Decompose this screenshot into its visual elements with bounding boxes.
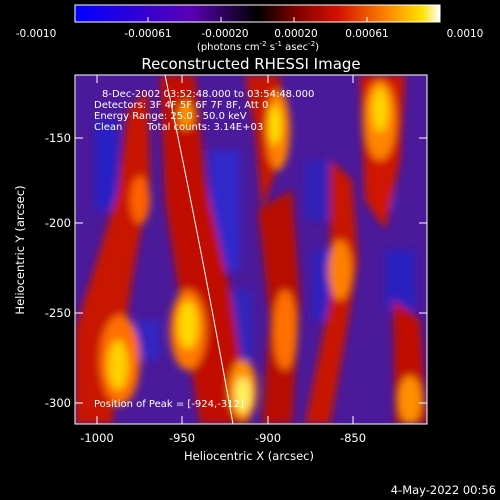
clean-label: Clean: [94, 122, 122, 133]
x-tick-label: -1000: [80, 431, 113, 445]
x-axis-label: Heliocentric X (arcsec): [184, 449, 314, 463]
total-counts-label: Total counts: 3.14E+03: [146, 122, 263, 133]
time-range-label: 8-Dec-2002 03:52:48.000 to 03:54:48.000: [102, 89, 314, 100]
x-tick-label: -950: [169, 431, 195, 445]
footer-date: 4-May-2022 00:56: [391, 483, 496, 497]
y-tick-label: -150: [45, 131, 71, 145]
plot-title: Reconstructed RHESSI Image: [141, 55, 360, 73]
solar-limb-line: [164, 75, 234, 424]
colorbar-tick-label: 0.00020: [274, 28, 317, 40]
y-tick-label: -300: [45, 396, 71, 410]
plot-frame: [74, 74, 428, 425]
colorbar-tick-label: 0.00061: [345, 28, 388, 40]
colorbar-tick-label: 0.0010: [447, 28, 484, 40]
peak-position-label: Position of Peak = [-924,-312]: [94, 399, 244, 410]
x-tick-label: -900: [255, 431, 281, 445]
colorbar-tick-label: -0.00061: [124, 28, 171, 40]
y-tick-label: -250: [45, 306, 71, 320]
x-tick-label: -850: [340, 431, 366, 445]
colorbar-tick-label: -0.0010: [16, 28, 57, 40]
colorbar-ticks: [74, 17, 441, 22]
y-axis-label: Heliocentric Y (arcsec): [13, 185, 27, 314]
colorbar-units: (photons cm-2 s-1 asec-2): [197, 40, 319, 53]
y-tick-label: -200: [45, 216, 71, 230]
energy-range-label: Energy Range: 25.0 - 50.0 keV: [94, 111, 247, 122]
axis-ticks: [75, 75, 427, 424]
rhessi-image: [75, 75, 427, 424]
colorbar: [74, 4, 441, 23]
detectors-label: Detectors: 3F 4F 5F 6F 7F 8F, Att 0: [94, 100, 268, 111]
colorbar-tick-label: -0.00020: [201, 28, 248, 40]
